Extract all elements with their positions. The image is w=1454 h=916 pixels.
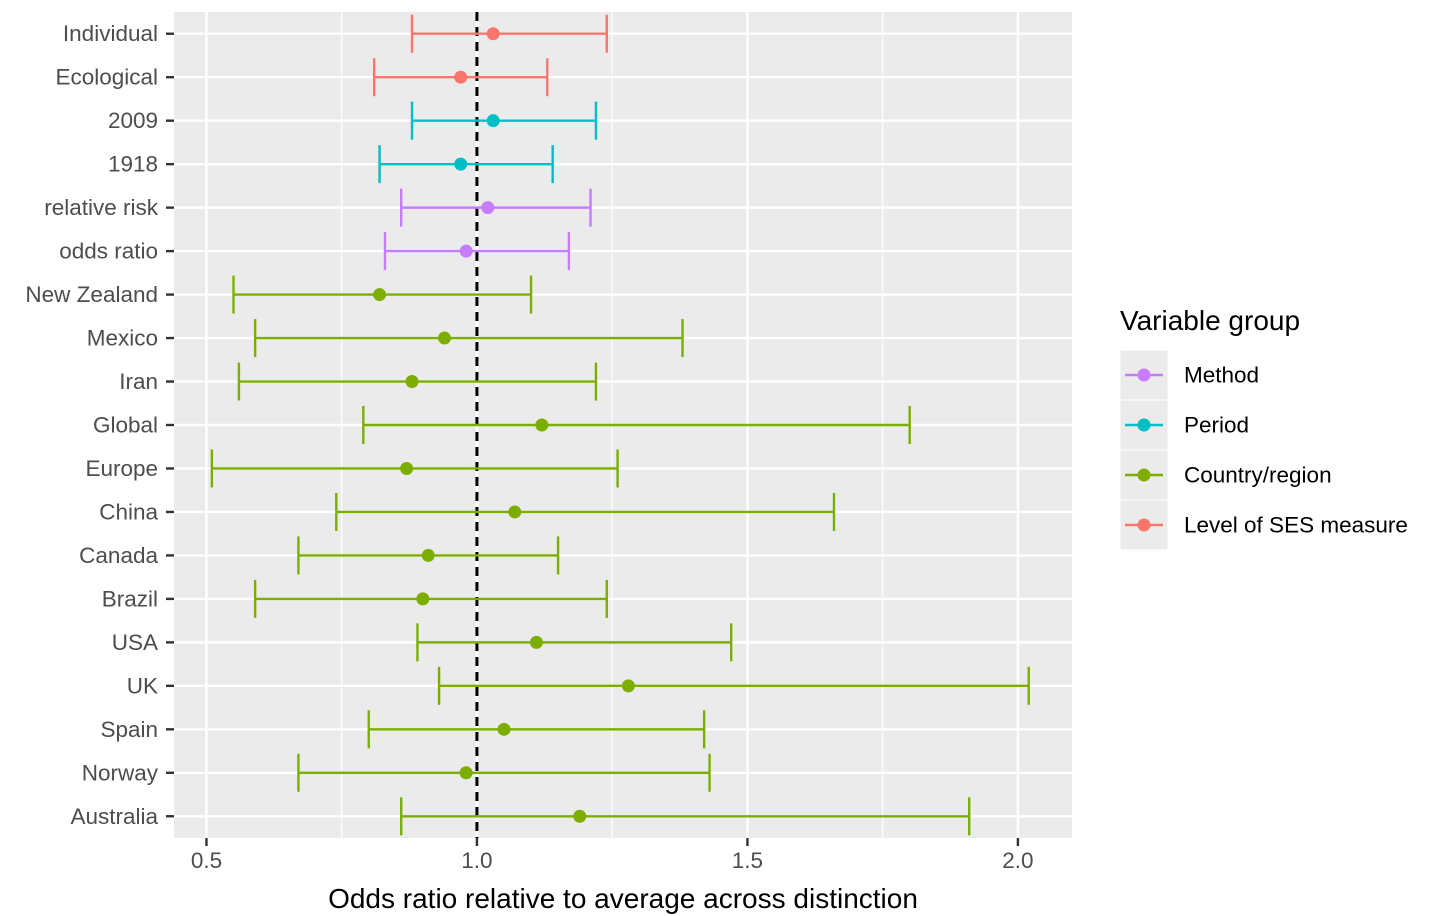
data-point bbox=[454, 70, 468, 84]
legend: Variable group Method Period Country/regio… bbox=[1119, 305, 1408, 551]
legend-label: Period bbox=[1184, 413, 1249, 438]
y-tick-label: Canada bbox=[79, 543, 158, 568]
y-tick-label: Mexico bbox=[87, 326, 158, 351]
y-tick-label: Brazil bbox=[102, 586, 158, 611]
error-bar bbox=[437, 666, 1030, 705]
error-bar bbox=[335, 492, 836, 531]
data-point bbox=[621, 679, 635, 693]
y-tick-label: China bbox=[99, 499, 158, 524]
data-point bbox=[573, 809, 587, 823]
error-bar bbox=[410, 14, 608, 53]
data-point bbox=[459, 244, 473, 258]
legend-item: Level of SES measure bbox=[1119, 499, 1408, 551]
error-bar bbox=[253, 579, 608, 618]
x-tick-label: 1.0 bbox=[461, 848, 492, 873]
y-tick-label: Norway bbox=[82, 760, 159, 785]
data-point bbox=[405, 375, 419, 389]
data-point bbox=[486, 114, 500, 128]
legend-item: Country/region bbox=[1119, 449, 1332, 501]
y-tick-label: odds ratio bbox=[59, 239, 158, 264]
legend-label: Method bbox=[1184, 363, 1259, 388]
y-tick-label: Iran bbox=[119, 369, 158, 394]
data-point bbox=[454, 157, 468, 171]
legend-item: Method bbox=[1119, 349, 1259, 401]
data-point bbox=[486, 27, 500, 41]
x-axis: 0.5 1.0 1.5 2.0 bbox=[191, 838, 1034, 873]
y-tick-label: Europe bbox=[85, 456, 158, 481]
y-tick-label: Spain bbox=[100, 717, 158, 742]
y-tick-label: 2009 bbox=[108, 108, 158, 133]
y-axis: Individual Ecological 2009 1918 relative ris… bbox=[25, 21, 174, 829]
y-tick-label: USA bbox=[112, 630, 158, 655]
data-point bbox=[373, 288, 387, 302]
y-tick-label: New Zealand bbox=[25, 282, 158, 307]
data-point bbox=[421, 548, 435, 562]
data-point bbox=[481, 201, 495, 215]
error-bar bbox=[253, 319, 684, 358]
legend-key-point bbox=[1137, 418, 1151, 432]
legend-key-point bbox=[1137, 368, 1151, 382]
legend-label: Country/region bbox=[1184, 463, 1332, 488]
y-tick-label: relative risk bbox=[44, 195, 159, 220]
error-bars bbox=[210, 14, 1030, 836]
error-bar bbox=[400, 797, 971, 836]
error-bar bbox=[400, 188, 592, 227]
data-point bbox=[535, 418, 549, 432]
y-tick-label: Ecological bbox=[55, 65, 158, 90]
x-axis-label: Odds ratio relative to average across di… bbox=[328, 883, 918, 914]
y-tick-label: Individual bbox=[63, 21, 158, 46]
legend-title: Variable group bbox=[1120, 305, 1300, 336]
x-tick-label: 0.5 bbox=[191, 848, 222, 873]
error-bar bbox=[367, 710, 706, 749]
y-tick-label: Global bbox=[93, 413, 158, 438]
error-bar bbox=[383, 232, 571, 271]
legend-key-point bbox=[1137, 468, 1151, 482]
y-tick-label: Australia bbox=[70, 804, 158, 829]
legend-label: Level of SES measure bbox=[1184, 513, 1408, 538]
data-point bbox=[497, 722, 511, 736]
y-tick-label: UK bbox=[127, 673, 158, 698]
legend-key-point bbox=[1137, 518, 1151, 532]
y-tick-label: 1918 bbox=[108, 152, 158, 177]
data-point bbox=[508, 505, 522, 519]
x-tick-label: 2.0 bbox=[1002, 848, 1033, 873]
data-point bbox=[459, 766, 473, 780]
x-tick-label: 1.5 bbox=[732, 848, 763, 873]
error-bar bbox=[210, 449, 619, 488]
point-estimates bbox=[373, 27, 635, 823]
data-point bbox=[529, 635, 543, 649]
legend-item: Period bbox=[1119, 399, 1249, 451]
error-bar bbox=[297, 753, 711, 792]
data-point bbox=[416, 592, 430, 606]
error-bar bbox=[410, 101, 598, 140]
data-point bbox=[437, 331, 451, 345]
data-point bbox=[400, 461, 414, 475]
error-bar bbox=[416, 623, 733, 662]
error-bar bbox=[362, 406, 911, 444]
